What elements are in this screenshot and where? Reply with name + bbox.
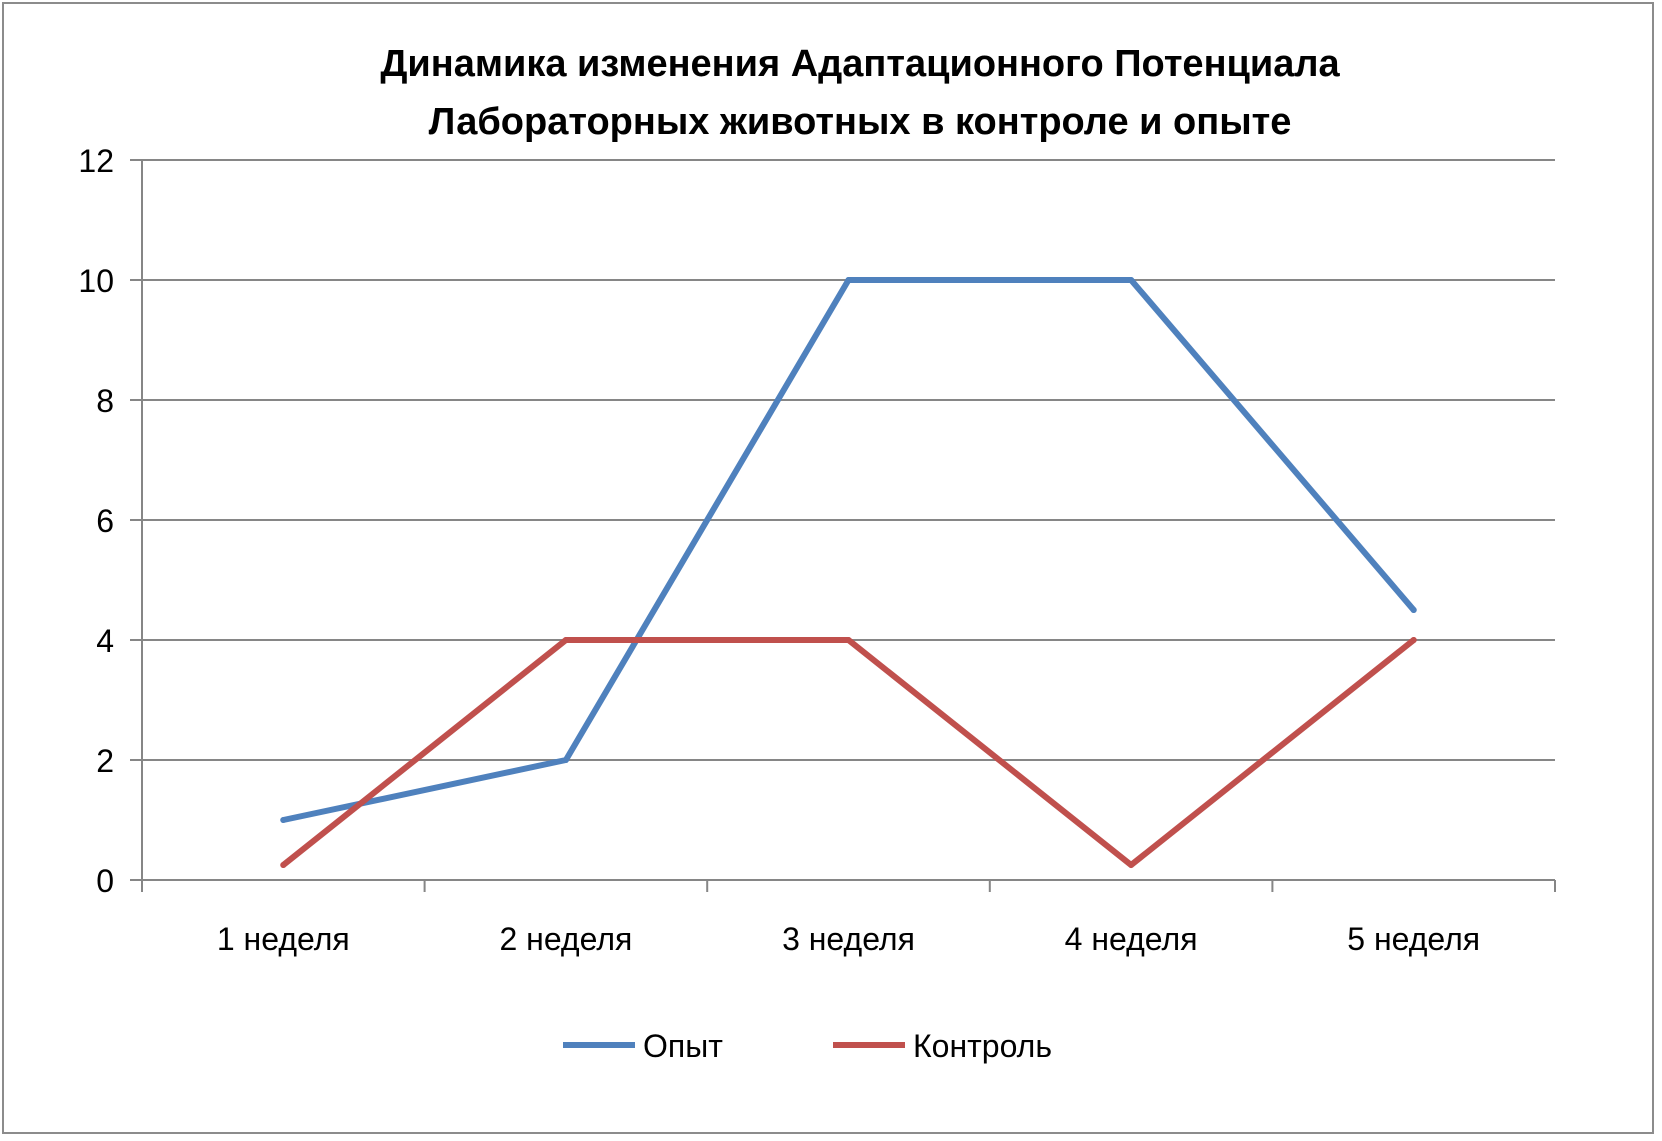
series-1 [280,637,1417,868]
y-tick-label-0: 0 [96,863,114,899]
series-1-point-0 [280,862,287,868]
y-axis-tick-labels: 0 2 4 6 8 10 12 [78,143,114,899]
series-0 [280,277,1417,823]
series-lines [280,277,1417,868]
x-tick-label-1: 2 неделя [499,921,632,957]
series-1-point-1 [562,637,569,643]
gridlines [130,159,1555,761]
series-1-point-3 [1128,862,1135,868]
series-0-point-3 [1128,277,1135,283]
x-tick-label-4: 5 неделя [1347,921,1480,957]
y-tick-label-1: 2 [96,743,114,779]
series-0-point-1 [562,757,569,763]
series-0-point-0 [280,817,287,823]
y-tick-label-2: 4 [96,623,114,659]
y-tick-label-4: 8 [96,383,114,419]
y-tick-label-6: 12 [78,143,114,179]
chart-title-line-2: Лабораторных животных в контроле и опыте [429,101,1292,143]
series-0-point-2 [845,277,852,283]
y-tick-label-3: 6 [96,503,114,539]
x-tick-label-2: 3 неделя [782,921,915,957]
x-tick-label-3: 4 неделя [1065,921,1198,957]
series-0-point-4 [1410,607,1417,613]
series-1-point-4 [1410,637,1417,643]
axes [130,160,1556,892]
series-1-point-2 [845,637,852,643]
legend-label-opyt: Опыт [643,1028,723,1064]
x-axis-tick-labels: 1 неделя 2 неделя 3 неделя 4 неделя 5 неделя [217,921,1480,957]
chart-title-line-1: Динамика изменения Адаптационного Потенц… [380,43,1340,85]
legend: Опыт Контроль [563,1028,1052,1064]
x-tick-label-0: 1 неделя [217,921,350,957]
legend-label-kontrol: Контроль [913,1028,1052,1064]
y-tick-label-5: 10 [78,263,114,299]
